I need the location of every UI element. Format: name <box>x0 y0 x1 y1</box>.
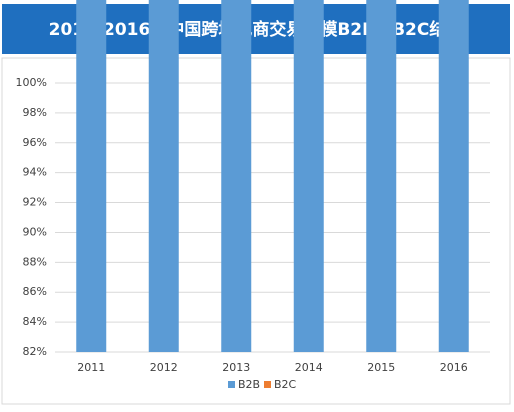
y-tick-label: 100% <box>16 76 47 89</box>
y-tick-label: 82% <box>23 345 47 358</box>
x-tick-label: 2013 <box>222 361 250 374</box>
x-tick-label: 2012 <box>150 361 178 374</box>
chart-title: 2011-2016年中国跨境电商交易规模B2B与B2C结构 <box>49 19 464 40</box>
y-tick-label: 90% <box>23 225 47 238</box>
legend-label: B2B <box>238 378 260 391</box>
y-tick-label: 84% <box>23 315 47 328</box>
x-tick-label: 2016 <box>440 361 468 374</box>
x-tick-label: 2011 <box>77 361 105 374</box>
legend-label: B2C <box>274 378 297 391</box>
y-tick-label: 88% <box>23 255 47 268</box>
y-tick-label: 94% <box>23 166 47 179</box>
bar-segment <box>438 0 469 353</box>
legend-swatch <box>264 381 271 388</box>
y-tick-label: 92% <box>23 196 47 209</box>
bar-segment <box>293 0 324 352</box>
x-tick-label: 2015 <box>367 361 395 374</box>
bar-segment <box>366 0 397 352</box>
bar-segment <box>221 0 252 352</box>
x-tick-label: 2014 <box>295 361 323 374</box>
y-tick-label: 86% <box>23 285 47 298</box>
legend-swatch <box>228 381 235 388</box>
y-tick-label: 96% <box>23 136 47 149</box>
y-tick-label: 98% <box>23 106 47 119</box>
bar-segment <box>148 0 179 352</box>
bar-segment <box>76 0 107 352</box>
